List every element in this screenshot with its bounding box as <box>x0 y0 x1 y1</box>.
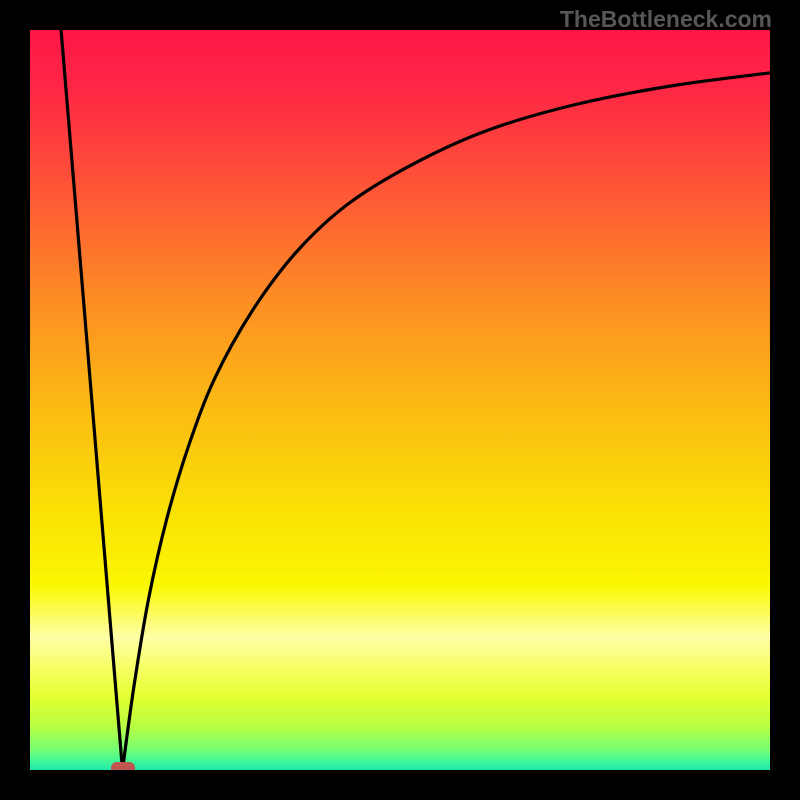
bottleneck-curve <box>30 30 770 770</box>
chart-container: TheBottleneck.com <box>0 0 800 800</box>
watermark-text: TheBottleneck.com <box>560 6 772 33</box>
plot-area <box>30 30 770 770</box>
optimum-indicator <box>111 762 135 771</box>
